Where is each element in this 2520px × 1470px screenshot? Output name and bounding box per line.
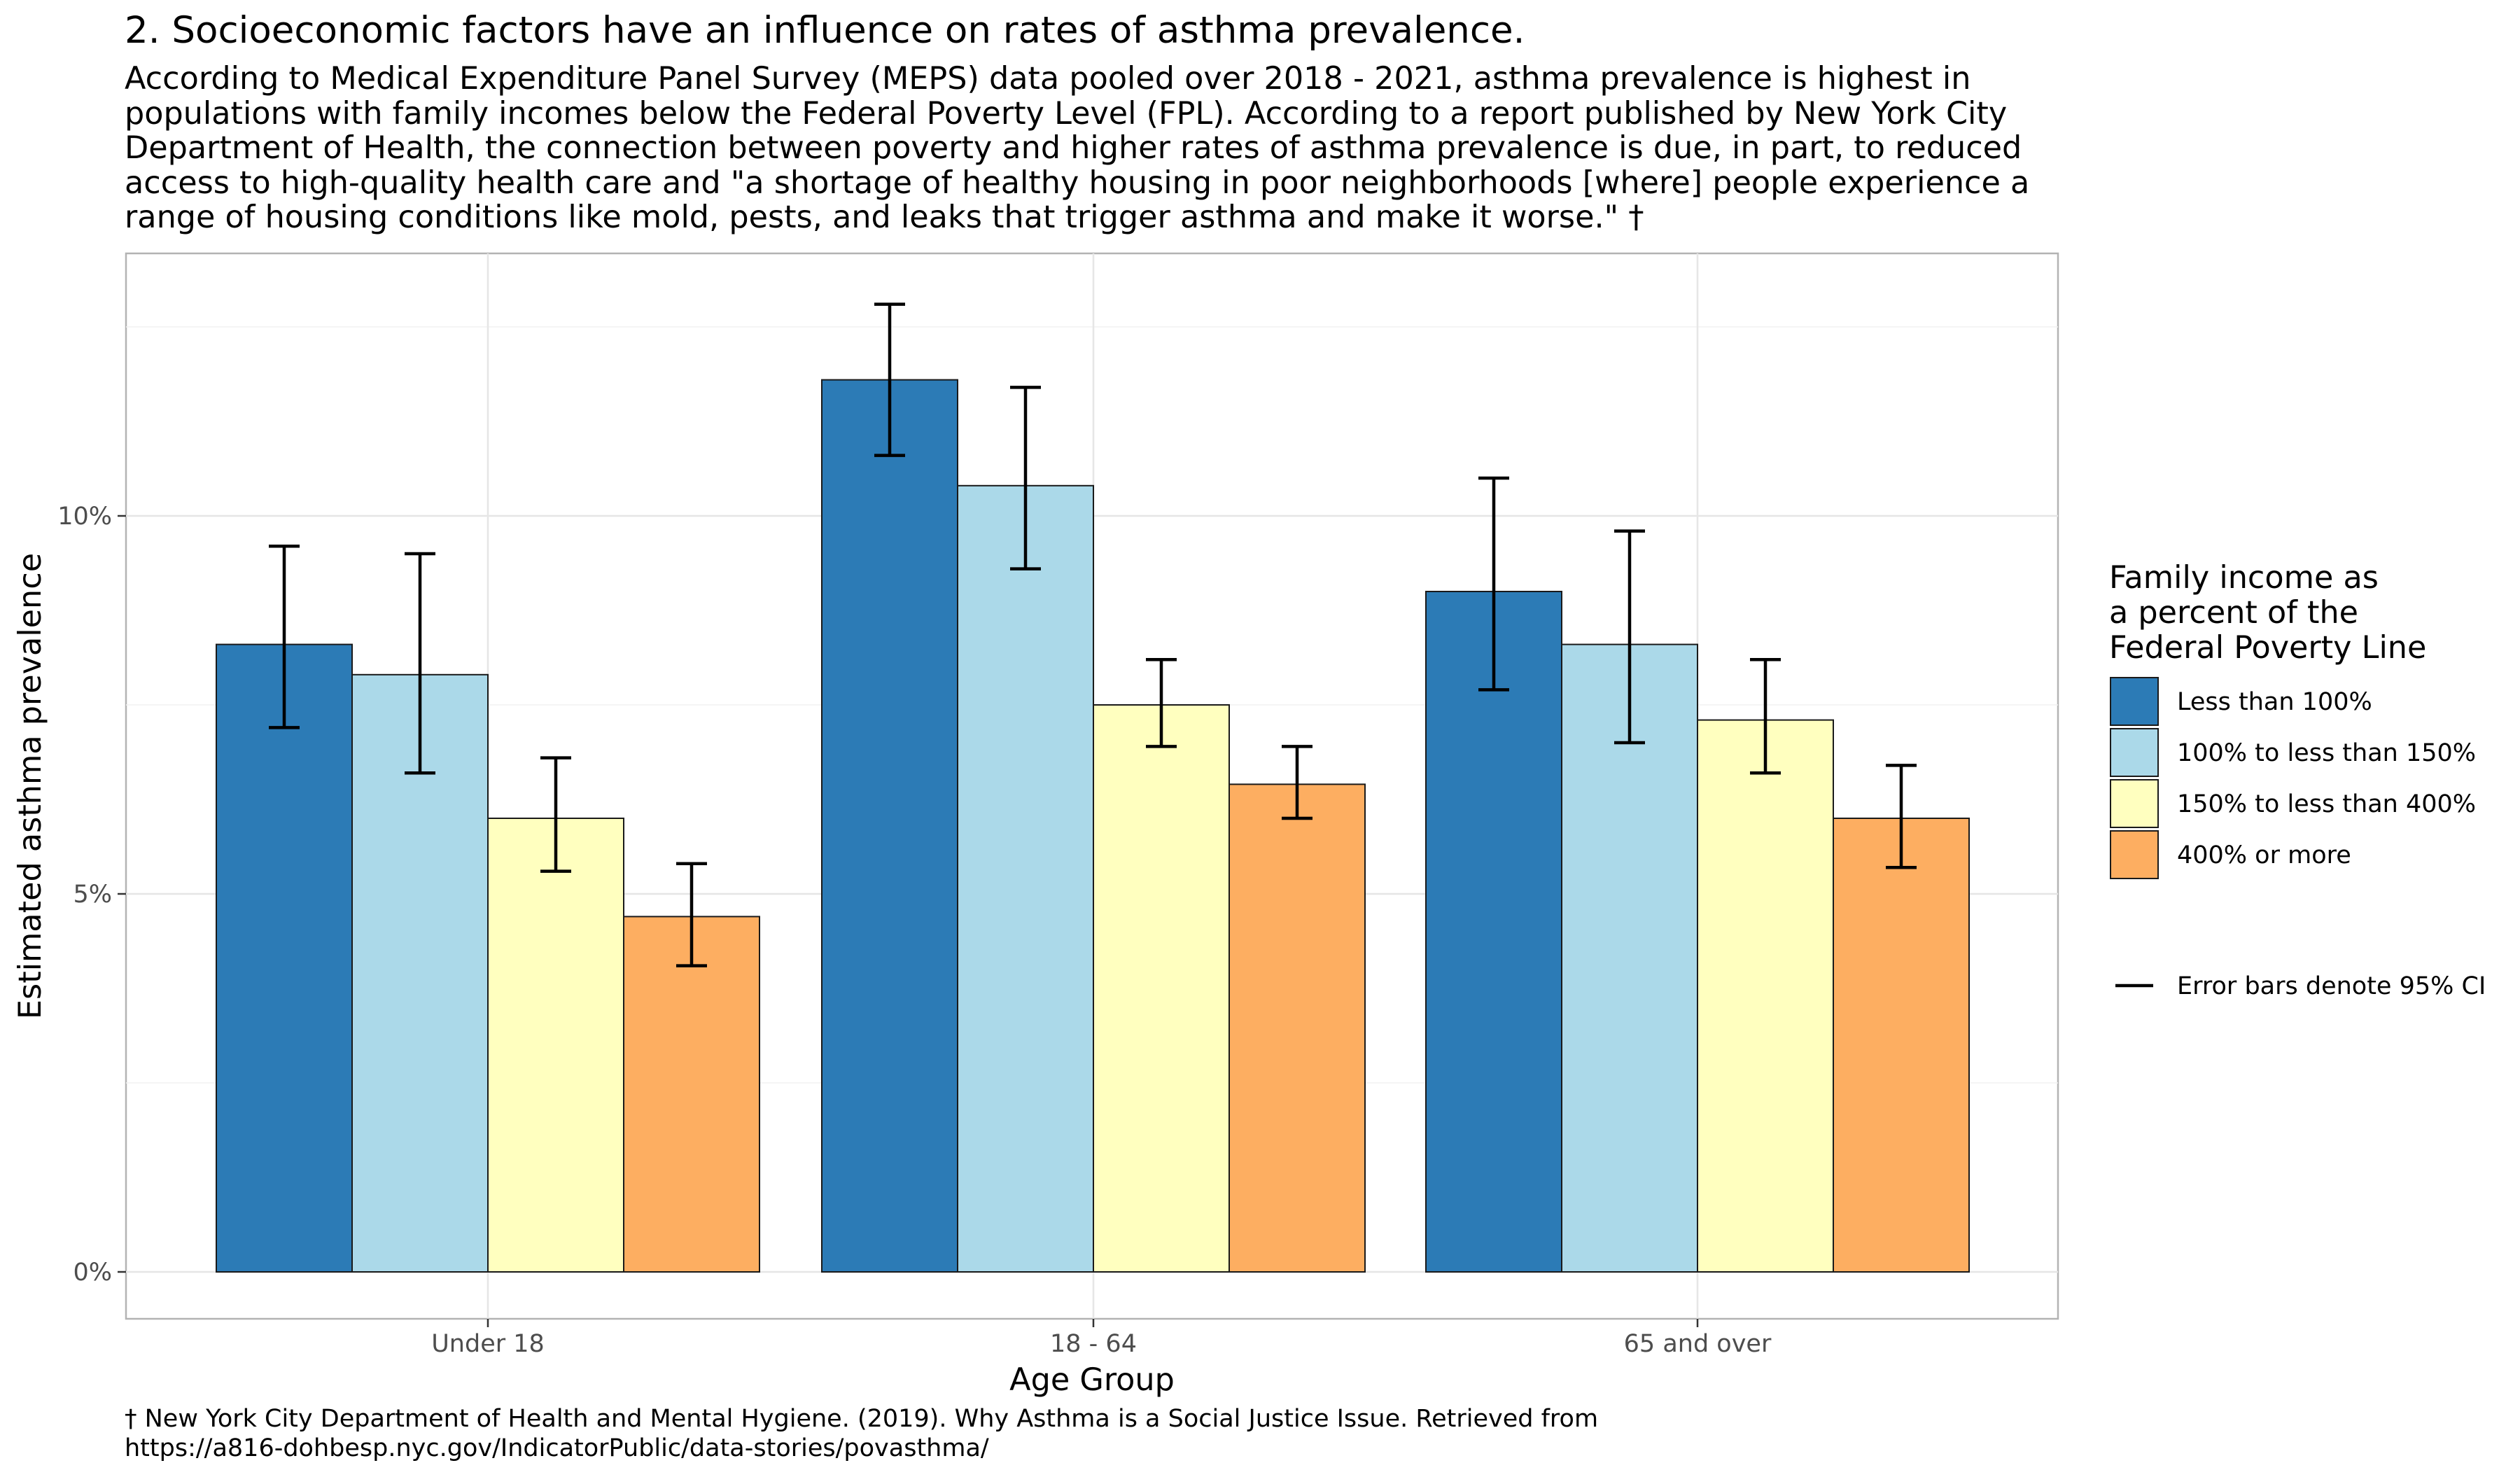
legend-swatch xyxy=(2110,728,2159,777)
bar xyxy=(623,916,760,1273)
chart-subtitle: According to Medical Expenditure Panel S… xyxy=(125,62,2295,235)
subtitle-line: Department of Health, the connection bet… xyxy=(125,130,2022,166)
error-bar xyxy=(1146,657,1177,748)
error-bar xyxy=(1886,764,1917,869)
legend-errorbar-label: Error bars denote 95% CI xyxy=(2177,972,2486,1000)
error-bar xyxy=(1282,745,1312,820)
bar-series xyxy=(216,379,1970,1273)
legend-title: Family income as xyxy=(2109,560,2379,596)
legend-label: Less than 100% xyxy=(2177,688,2372,716)
x-axis: Under 18 18 - 64 65 and over xyxy=(431,1319,1772,1358)
bar xyxy=(1833,818,1970,1273)
subtitle-line: According to Medical Expenditure Panel S… xyxy=(125,61,1971,97)
error-bar xyxy=(269,544,300,729)
error-bars xyxy=(269,302,1917,967)
legend: Family income asa percent of theFederal … xyxy=(2109,560,2486,1000)
error-bar xyxy=(1010,386,1041,570)
bar xyxy=(1425,591,1562,1273)
legend-swatch xyxy=(2110,677,2159,726)
caption-line: https://a816-dohbesp.nyc.gov/IndicatorPu… xyxy=(125,1434,989,1462)
error-bar xyxy=(1478,476,1509,692)
y-tick-label: 10% xyxy=(57,503,112,531)
subtitle-line: range of housing conditions like mold, p… xyxy=(125,200,1644,235)
bar xyxy=(957,484,1094,1273)
x-tick-label: 18 - 64 xyxy=(1050,1330,1137,1358)
bar xyxy=(1093,704,1230,1273)
bar xyxy=(1228,783,1366,1273)
error-bar xyxy=(1614,529,1645,745)
error-bar xyxy=(874,302,905,457)
chart-caption: † New York City Department of Health and… xyxy=(125,1404,1598,1463)
error-bar xyxy=(676,862,707,967)
y-axis-label: Estimated asthma prevalence xyxy=(13,553,48,1019)
legend-title: a percent of the xyxy=(2109,595,2358,631)
legend-label: 400% or more xyxy=(2177,841,2351,869)
legend-title: Federal Poverty Line xyxy=(2109,630,2426,666)
error-bar xyxy=(1750,657,1781,775)
x-tick-label: 65 and over xyxy=(1624,1330,1772,1358)
error-bar xyxy=(540,756,571,873)
y-tick-label: 0% xyxy=(73,1259,112,1287)
y-axis: 0% 5% 10% xyxy=(57,503,126,1287)
bar xyxy=(1697,719,1834,1273)
error-bar xyxy=(405,552,435,775)
caption-line: † New York City Department of Health and… xyxy=(125,1405,1599,1433)
legend-label: 150% to less than 400% xyxy=(2177,790,2476,818)
y-tick-label: 5% xyxy=(73,881,112,909)
bar xyxy=(821,379,958,1273)
subtitle-line: populations with family incomes below th… xyxy=(125,95,2008,132)
bar xyxy=(216,643,353,1273)
legend-swatch xyxy=(2110,830,2159,879)
bar xyxy=(1561,643,1698,1273)
chart-title: 2. Socioeconomic factors have an influen… xyxy=(125,9,1525,52)
x-tick-label: Under 18 xyxy=(431,1330,545,1358)
legend-swatch xyxy=(2110,779,2159,828)
bar xyxy=(487,818,624,1273)
subtitle-line: access to high-quality health care and "… xyxy=(125,164,2030,201)
legend-label: 100% to less than 150% xyxy=(2177,739,2476,767)
x-axis-label: Age Group xyxy=(1009,1362,1175,1398)
